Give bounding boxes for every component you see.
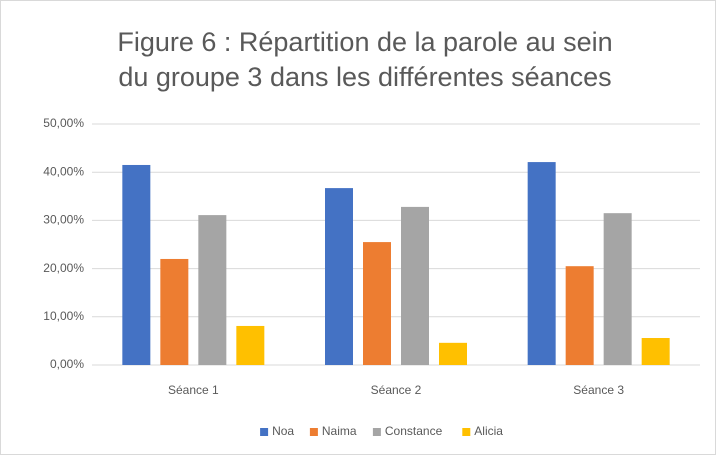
x-tick-label: Séance 3 (573, 383, 624, 397)
bar (603, 213, 632, 365)
bar (325, 188, 353, 365)
legend-label: Naima (322, 424, 357, 438)
y-tick-label: 10,00% (43, 309, 84, 323)
bar (641, 338, 670, 365)
x-tick-label: Séance 1 (168, 383, 219, 397)
y-tick-label: 50,00% (43, 116, 84, 130)
y-tick-label: 30,00% (43, 213, 84, 227)
chart-title: du groupe 3 dans les différentes séances (118, 62, 611, 92)
bar (198, 215, 227, 365)
bar (565, 266, 594, 365)
bar (160, 258, 189, 365)
bar (236, 325, 265, 365)
bar (439, 342, 467, 365)
bar (401, 206, 429, 365)
chart-title: Figure 6 : Répartition de la parole au s… (117, 27, 612, 57)
legend-label: Noa (272, 424, 294, 438)
y-tick-label: 40,00% (43, 164, 84, 178)
legend-swatch (309, 428, 318, 436)
legend-swatch (260, 428, 269, 436)
x-tick-label: Séance 2 (371, 383, 422, 397)
bar (363, 242, 391, 365)
legend-label: Constance (385, 424, 443, 438)
bar (122, 164, 151, 365)
bar (527, 162, 556, 365)
y-tick-label: 20,00% (43, 261, 84, 275)
legend-swatch (372, 428, 381, 436)
legend-label: Alicia (474, 424, 503, 438)
legend-swatch (462, 428, 471, 436)
y-tick-label: 0,00% (50, 357, 84, 371)
